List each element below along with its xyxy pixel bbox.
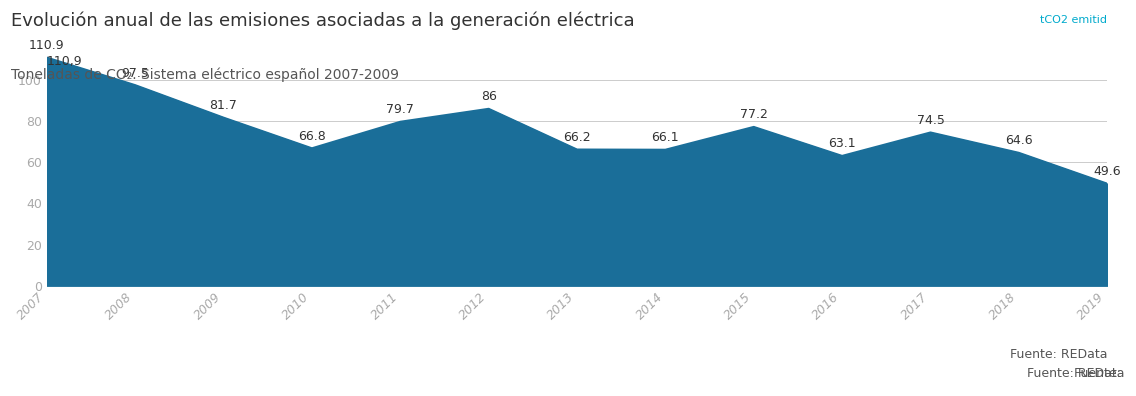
Text: 64.6: 64.6 <box>1005 134 1033 147</box>
Text: 110,9: 110,9 <box>47 55 83 68</box>
Text: 77.2: 77.2 <box>740 109 768 121</box>
Text: 74.5: 74.5 <box>917 114 944 127</box>
Text: Fuente: REData: Fuente: REData <box>1010 348 1108 361</box>
Text: 110.9: 110.9 <box>30 39 65 52</box>
Text: Fuente: REData: Fuente: REData <box>1027 367 1125 380</box>
Text: tCO2 emitid: tCO2 emitid <box>1041 15 1108 25</box>
Text: 97.5: 97.5 <box>122 67 149 80</box>
Text: 49.6: 49.6 <box>1093 165 1121 178</box>
Text: 81.7: 81.7 <box>210 99 237 112</box>
Text: 66.1: 66.1 <box>652 131 679 144</box>
Text: 66.2: 66.2 <box>563 131 591 144</box>
Text: 63.1: 63.1 <box>828 137 855 150</box>
Text: 79.7: 79.7 <box>386 103 415 116</box>
Text: 66.8: 66.8 <box>298 130 326 143</box>
Text: Toneladas de CO₂. Sistema eléctrico español 2007-2009: Toneladas de CO₂. Sistema eléctrico espa… <box>11 67 400 82</box>
Text: Fuente:: Fuente: <box>1074 367 1125 380</box>
Text: 86: 86 <box>481 90 496 103</box>
Text: Evolución anual de las emisiones asociadas a la generación eléctrica: Evolución anual de las emisiones asociad… <box>11 12 635 30</box>
